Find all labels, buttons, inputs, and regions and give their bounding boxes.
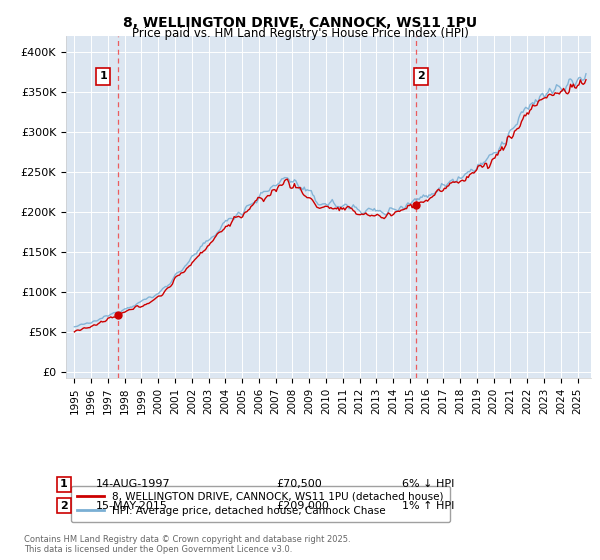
Text: 15-MAY-2015: 15-MAY-2015 xyxy=(96,501,168,511)
Text: 1% ↑ HPI: 1% ↑ HPI xyxy=(402,501,454,511)
Text: 1: 1 xyxy=(60,479,68,489)
Text: 14-AUG-1997: 14-AUG-1997 xyxy=(96,479,170,489)
Text: 2: 2 xyxy=(417,71,425,81)
Text: £70,500: £70,500 xyxy=(276,479,322,489)
Text: Price paid vs. HM Land Registry's House Price Index (HPI): Price paid vs. HM Land Registry's House … xyxy=(131,27,469,40)
Text: 2: 2 xyxy=(60,501,68,511)
Text: 1: 1 xyxy=(100,71,107,81)
Legend: 8, WELLINGTON DRIVE, CANNOCK, WS11 1PU (detached house), HPI: Average price, det: 8, WELLINGTON DRIVE, CANNOCK, WS11 1PU (… xyxy=(71,486,449,522)
Text: Contains HM Land Registry data © Crown copyright and database right 2025.
This d: Contains HM Land Registry data © Crown c… xyxy=(24,535,350,554)
Text: 6% ↓ HPI: 6% ↓ HPI xyxy=(402,479,454,489)
Text: £209,000: £209,000 xyxy=(276,501,329,511)
Text: 8, WELLINGTON DRIVE, CANNOCK, WS11 1PU: 8, WELLINGTON DRIVE, CANNOCK, WS11 1PU xyxy=(123,16,477,30)
